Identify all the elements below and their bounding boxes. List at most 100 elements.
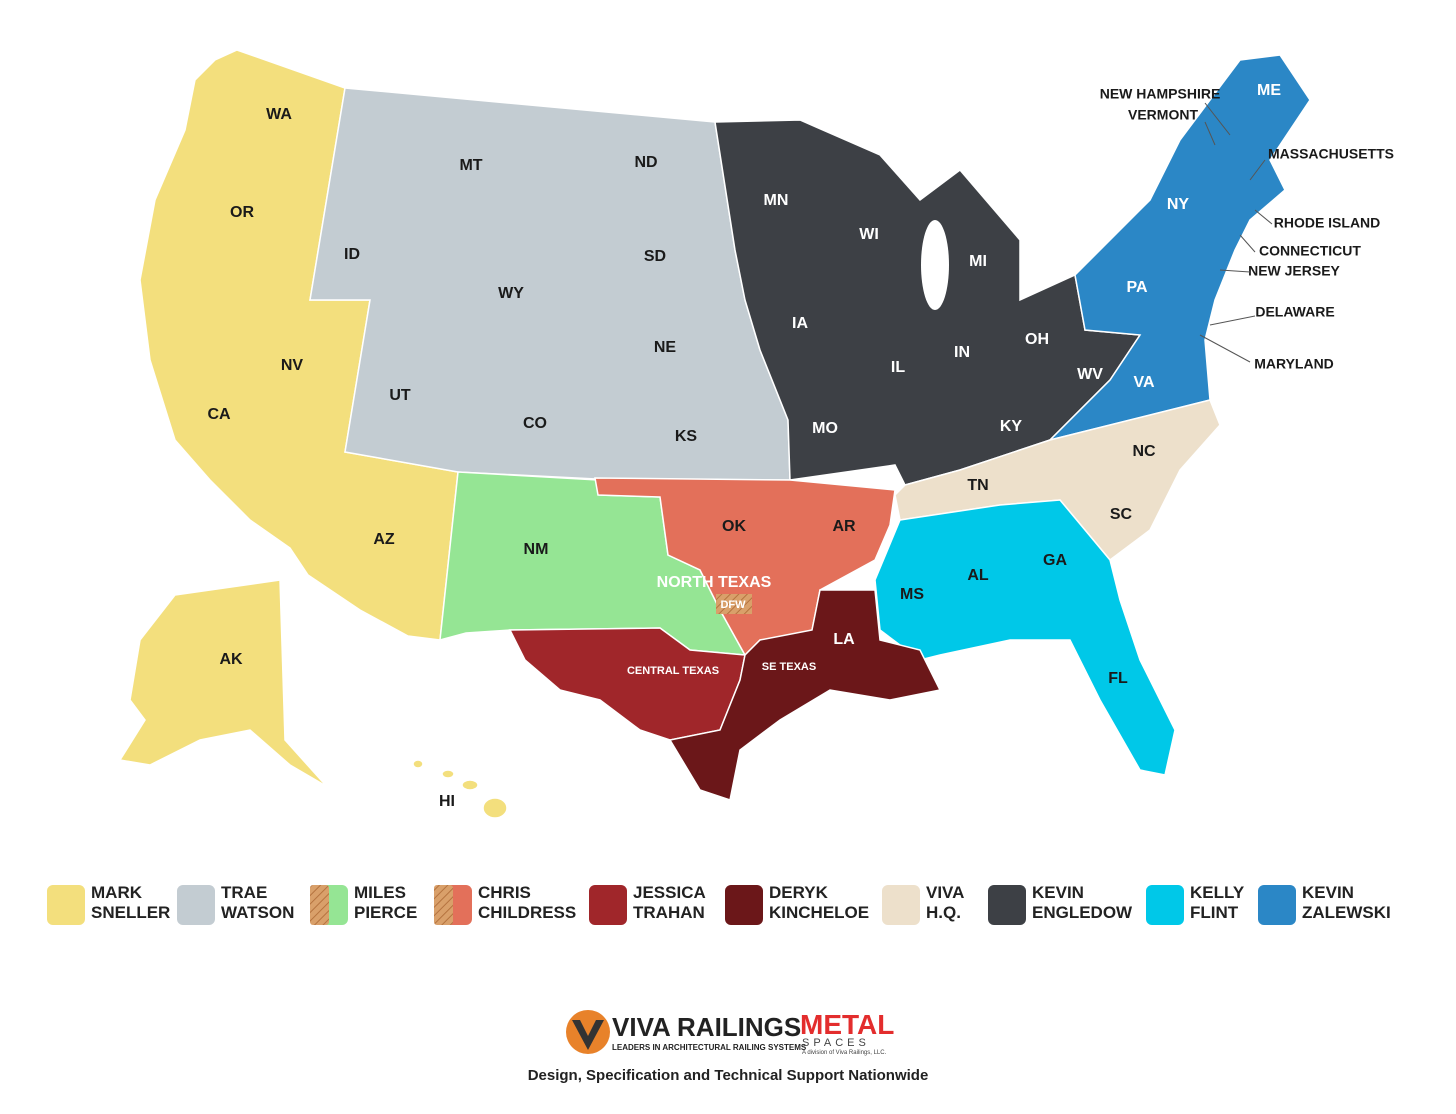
region-label: CENTRAL TEXAS <box>627 665 719 677</box>
state-label: WA <box>266 106 292 123</box>
state-label: ME <box>1257 82 1281 99</box>
state-label: AR <box>832 518 856 535</box>
state-label: NC <box>1132 443 1156 460</box>
state-label: HI <box>439 793 455 810</box>
state-label: MS <box>900 586 924 603</box>
state-label: CONNECTICUT <box>1259 243 1361 259</box>
logo-note: A division of Viva Railings, LLC. <box>802 1050 887 1056</box>
legend-swatch <box>1258 885 1296 925</box>
state-label: CO <box>523 415 547 432</box>
region-label: NORTH TEXAS <box>657 574 772 591</box>
legend-label-line: FLINT <box>1190 903 1239 922</box>
legend-swatch <box>589 885 627 925</box>
state-label: MARYLAND <box>1254 356 1334 372</box>
state-label: VA <box>1133 374 1154 391</box>
state-label: UT <box>389 387 411 404</box>
state-label: MI <box>969 253 987 270</box>
legend-label: TRAE WATSON <box>221 883 294 922</box>
legend-label: MARK SNELLER <box>91 883 170 922</box>
state-label: WV <box>1077 366 1103 383</box>
logo-mark <box>572 1020 604 1050</box>
logo-tagline: LEADERS IN ARCHITECTURAL RAILING SYSTEMS <box>612 1043 807 1052</box>
state-label: AK <box>219 651 243 668</box>
legend-label-line: TRAHAN <box>633 903 705 922</box>
legend-label-line: KELLY <box>1190 883 1245 902</box>
state-label: SC <box>1110 506 1133 523</box>
state-label: WI <box>859 226 879 243</box>
legend-swatch-hatch <box>434 885 453 925</box>
legend-label-line: KEVIN <box>1302 883 1354 902</box>
legend-label-line: JESSICA <box>633 883 706 902</box>
legend-swatch <box>725 885 763 925</box>
logo-sub-brand: METAL <box>800 1009 894 1040</box>
state-label: AL <box>967 567 989 584</box>
region-hawaii <box>412 759 424 769</box>
legend-label-line: WATSON <box>221 903 294 922</box>
state-label: GA <box>1043 552 1067 569</box>
state-label: ID <box>344 246 360 263</box>
logo-brand: VIVA RAILINGS <box>612 1012 801 1042</box>
state-label: NV <box>281 357 304 374</box>
legend-label: KEVIN ENGLEDOW <box>1032 883 1133 922</box>
state-label: ND <box>634 154 657 171</box>
legend-label-line: CHILDRESS <box>478 903 576 922</box>
legend-label-line: ENGLEDOW <box>1032 903 1133 922</box>
region-label: DFW <box>720 599 746 611</box>
state-label: VERMONT <box>1128 107 1198 123</box>
legend-label-line: KEVIN <box>1032 883 1084 902</box>
state-label: MN <box>764 192 789 209</box>
legend-label-line: ZALEWSKI <box>1302 903 1391 922</box>
state-labels: WA OR CA NV AZ AK HI MT ID WY UT CO ND S… <box>207 82 1394 810</box>
logo: VIVA RAILINGS LEADERS IN ARCHITECTURAL R… <box>566 1009 894 1056</box>
legend-label-line: MARK <box>91 883 143 902</box>
legend-label: JESSICA TRAHAN <box>633 883 706 922</box>
region-northeast <box>1047 54 1311 442</box>
region-mountain <box>309 87 791 481</box>
legend-swatch <box>988 885 1026 925</box>
state-label: NEW HAMPSHIRE <box>1100 86 1221 102</box>
logo-sub-brand: SPACES <box>802 1037 870 1049</box>
legend-label: MILES PIERCE <box>354 883 417 922</box>
state-label: RHODE ISLAND <box>1274 215 1381 231</box>
legend-label-line: SNELLER <box>91 903 170 922</box>
legend-label-line: KINCHELOE <box>769 903 869 922</box>
state-label: KS <box>675 428 698 445</box>
state-label: WY <box>498 285 524 302</box>
region-hawaii <box>461 779 479 791</box>
state-label: IN <box>954 344 970 361</box>
legend: MARK SNELLER TRAE WATSON MILES PIERCE CHRIS CHI… <box>47 883 1391 925</box>
legend-swatch <box>1146 885 1184 925</box>
legend-swatch <box>177 885 215 925</box>
legend-label-line: TRAE <box>221 883 267 902</box>
state-label: AZ <box>373 531 395 548</box>
region-gulf <box>668 589 942 801</box>
state-label: DELAWARE <box>1255 304 1334 320</box>
regions <box>118 49 1311 819</box>
state-label: NE <box>654 339 677 356</box>
state-label: SD <box>644 248 666 265</box>
legend-swatch <box>882 885 920 925</box>
legend-label-line: H.Q. <box>926 903 961 922</box>
state-label: OH <box>1025 331 1049 348</box>
lake-michigan <box>921 220 949 310</box>
state-label: MT <box>459 157 482 174</box>
state-label: OR <box>230 204 254 221</box>
state-label: NM <box>524 541 549 558</box>
state-label: MASSACHUSETTS <box>1268 146 1394 162</box>
legend-swatch-hatch <box>310 885 329 925</box>
state-label: KY <box>1000 418 1023 435</box>
legend-label: DERYK KINCHELOE <box>769 883 869 922</box>
legend-swatch <box>47 885 85 925</box>
legend-label-line: PIERCE <box>354 903 417 922</box>
legend-label-line: CHRIS <box>478 883 531 902</box>
footer: Design, Specification and Technical Supp… <box>528 1067 929 1084</box>
legend-label: CHRIS CHILDRESS <box>478 883 576 922</box>
state-label: CA <box>207 406 231 423</box>
state-label: PA <box>1126 279 1147 296</box>
region-hawaii <box>482 797 508 819</box>
legend-label-line: MILES <box>354 883 406 902</box>
state-label: NY <box>1167 196 1190 213</box>
state-label: IA <box>792 315 808 332</box>
region-alaska <box>118 579 351 801</box>
